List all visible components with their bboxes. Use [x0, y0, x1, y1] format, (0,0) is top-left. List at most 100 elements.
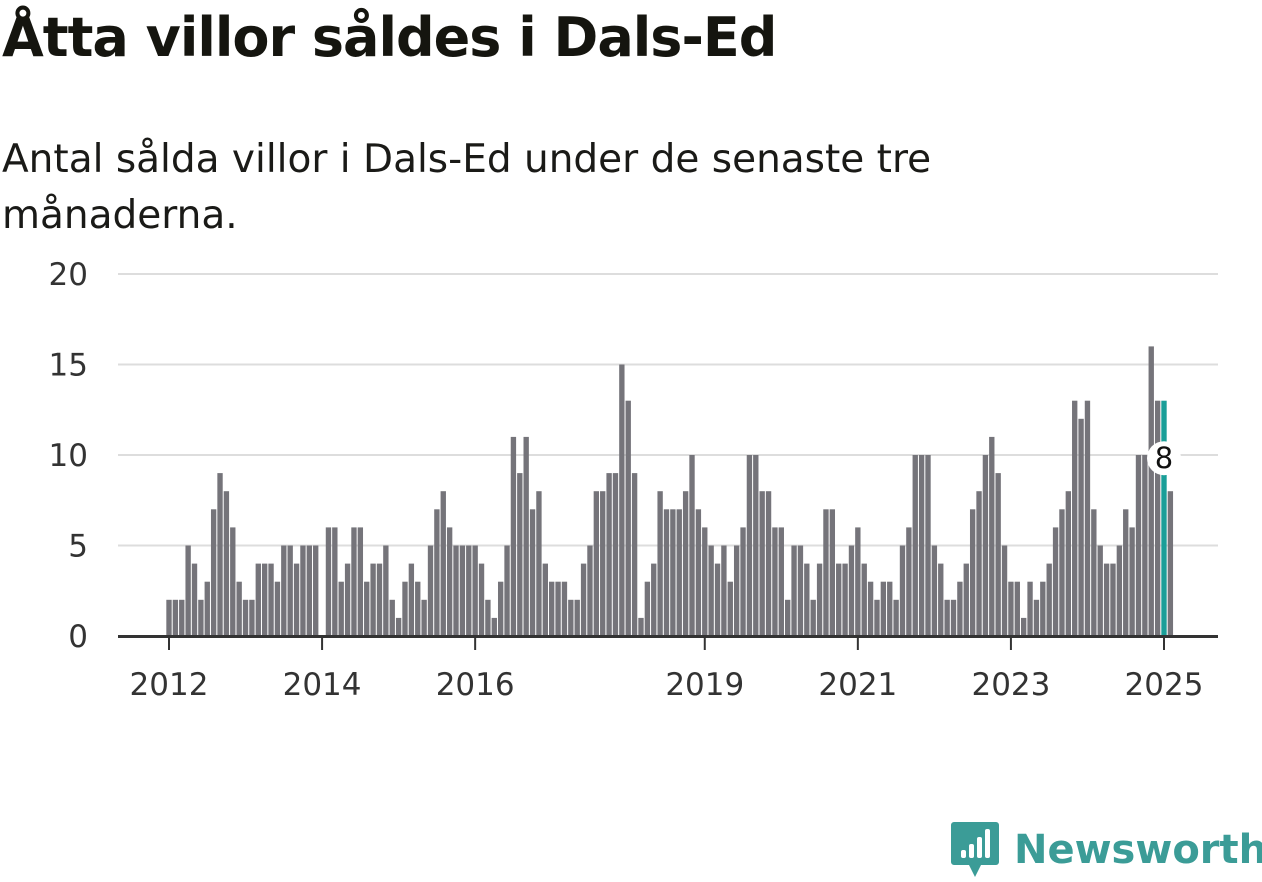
bar — [804, 563, 810, 636]
bar — [657, 491, 663, 636]
bar — [166, 599, 172, 636]
bar — [721, 545, 727, 636]
bar — [1116, 545, 1123, 636]
bar — [1129, 527, 1135, 636]
bar — [625, 400, 631, 636]
bar — [1027, 581, 1033, 636]
bar — [867, 581, 874, 636]
bar — [421, 599, 427, 636]
y-tick-label: 5 — [68, 529, 88, 565]
bar — [753, 455, 759, 636]
x-tick-label: 2023 — [971, 667, 1050, 703]
bar — [300, 545, 306, 636]
bar — [759, 491, 765, 636]
bar — [1084, 400, 1091, 636]
value-labels: 8 — [1147, 441, 1181, 476]
bar — [230, 527, 236, 636]
bar — [950, 599, 957, 636]
bar — [466, 545, 472, 636]
bar — [1065, 491, 1072, 636]
bar — [702, 527, 708, 636]
bar — [325, 527, 332, 636]
bar — [287, 545, 293, 636]
bar — [383, 545, 389, 636]
bar — [976, 491, 982, 636]
bar — [989, 436, 995, 636]
bar — [1059, 509, 1065, 636]
bar — [217, 473, 223, 636]
bar — [313, 545, 319, 636]
bar — [389, 599, 395, 636]
bar — [268, 563, 274, 636]
bar — [651, 563, 657, 636]
bar — [848, 545, 855, 636]
bar — [510, 436, 517, 636]
bar — [1097, 545, 1103, 636]
y-tick-label: 0 — [68, 619, 88, 655]
bar — [631, 473, 638, 636]
bar — [1154, 400, 1161, 636]
bar — [281, 545, 287, 636]
bar — [529, 509, 536, 636]
x-tick-label: 2012 — [130, 667, 209, 703]
bar — [517, 473, 523, 636]
x-tick-label: 2014 — [283, 667, 362, 703]
bar — [957, 581, 963, 636]
bar — [842, 563, 848, 636]
bar — [491, 617, 497, 636]
x-axis-ticks: 2012 2014 2016 2019 2021 2023 2025 — [130, 636, 1203, 703]
bar — [1142, 455, 1148, 636]
bar — [408, 563, 415, 636]
bar — [714, 563, 721, 636]
bar — [306, 545, 312, 636]
bar — [293, 563, 300, 636]
bar — [1078, 418, 1084, 636]
bar — [829, 509, 836, 636]
bar — [778, 527, 784, 636]
bar — [791, 545, 797, 636]
bar — [472, 545, 478, 636]
bar — [453, 545, 459, 636]
bar — [587, 545, 593, 636]
bar — [797, 545, 804, 636]
bar — [376, 563, 383, 636]
bar — [785, 599, 791, 636]
bar — [644, 581, 651, 636]
bar — [676, 509, 682, 636]
bar — [344, 563, 351, 636]
bar — [619, 364, 625, 636]
bar — [415, 581, 421, 636]
bar — [223, 491, 230, 636]
chart-title: Åtta villor såldes i Dals-Ed — [2, 6, 777, 69]
bar — [261, 563, 268, 636]
bar — [1167, 491, 1174, 636]
bar — [198, 599, 204, 636]
bar — [523, 436, 529, 636]
bar — [249, 599, 255, 636]
bar — [695, 509, 702, 636]
bar — [931, 545, 938, 636]
bar — [485, 599, 491, 636]
bar — [1148, 346, 1154, 636]
bar — [816, 563, 823, 636]
bar — [440, 491, 446, 636]
bar — [995, 473, 1001, 636]
bar — [823, 509, 829, 636]
bar — [504, 545, 510, 636]
bar — [670, 509, 676, 636]
bar — [689, 455, 695, 636]
bar — [963, 563, 969, 636]
bars — [166, 346, 1174, 636]
bar — [1033, 599, 1040, 636]
bar — [191, 563, 198, 636]
bar — [836, 563, 842, 636]
bar — [402, 581, 408, 636]
bar — [434, 509, 440, 636]
bar — [600, 491, 606, 636]
bar — [357, 527, 364, 636]
value-label: 8 — [1155, 441, 1173, 475]
bar — [210, 509, 217, 636]
bar — [568, 599, 574, 636]
x-tick-label: 2016 — [436, 667, 515, 703]
bar — [542, 563, 548, 636]
